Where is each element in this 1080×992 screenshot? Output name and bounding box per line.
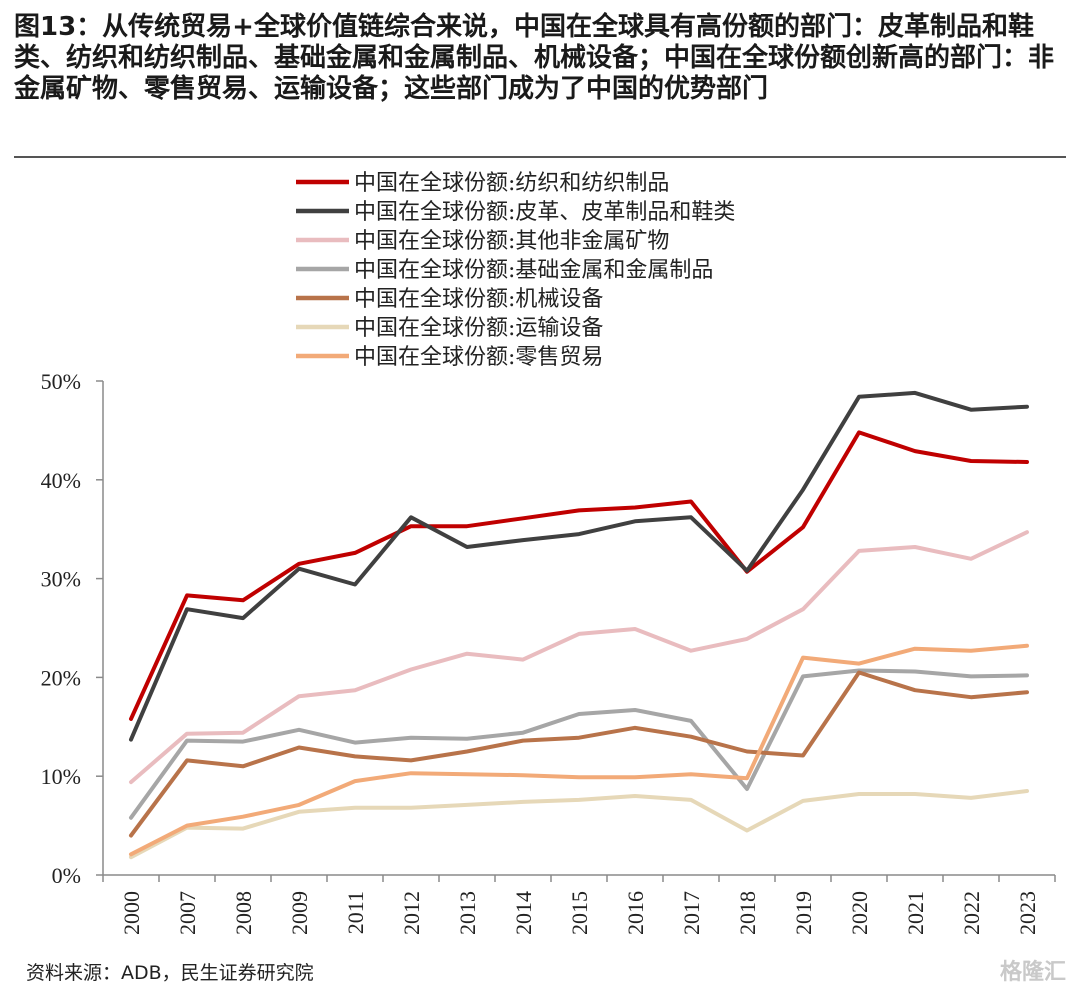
y-tick-label: 30%	[41, 567, 81, 592]
title-divider	[14, 156, 1066, 158]
y-tick-label: 40%	[41, 468, 81, 493]
y-tick-label: 0%	[52, 863, 81, 888]
x-tick-label: 2016	[623, 891, 648, 935]
x-tick-label: 2017	[679, 891, 704, 935]
series-line-5	[129, 670, 1029, 838]
x-tick-label: 2013	[455, 891, 480, 935]
legend-label-5: 中国在全球份额:机械设备	[354, 287, 603, 312]
x-tick-label: 2015	[567, 891, 592, 935]
legend: 中国在全球份额:纺织和纺织制品中国在全球份额:皮革、皮革制品和鞋类中国在全球份额…	[296, 171, 735, 370]
series-line-6	[129, 789, 1029, 860]
series-line-7	[129, 643, 1029, 857]
axes: 0% 10% 20% 30% 40% 50% 2000 2007 2008 2009 2011 201…	[41, 369, 1056, 935]
source-note: 资料来源：ADB，民生证券研究院	[26, 962, 314, 984]
series-group	[129, 390, 1029, 860]
series-line-3	[129, 530, 1029, 785]
series-line-2	[129, 390, 1029, 742]
legend-label-6: 中国在全球份额:运输设备	[354, 316, 603, 341]
x-tick-label: 2007	[175, 891, 200, 935]
x-tick-label: 2014	[511, 891, 536, 935]
y-tick-label: 20%	[41, 665, 81, 690]
legend-label-7: 中国在全球份额:零售贸易	[354, 345, 603, 370]
chart-title: 图13：从传统贸易+全球价值链综合来说，中国在全球具有高份额的部门：皮革制品和鞋…	[14, 12, 1055, 104]
x-tick-label: 2012	[399, 891, 424, 935]
x-tick-label: 2019	[791, 891, 816, 935]
x-tick-label: 2008	[231, 891, 256, 935]
legend-label-4: 中国在全球份额:基础金属和金属制品	[354, 258, 713, 283]
legend-label-1: 中国在全球份额:纺织和纺织制品	[354, 171, 669, 196]
x-tick-label: 2011	[343, 891, 368, 934]
series-line-1	[129, 430, 1029, 721]
x-tick-label: 2018	[735, 891, 760, 935]
legend-label-3: 中国在全球份额:其他非金属矿物	[354, 229, 669, 254]
x-tick-label: 2000	[119, 891, 144, 935]
x-tick-label: 2021	[903, 891, 928, 935]
watermark-logo: 格隆汇	[999, 960, 1066, 985]
x-tick-label: 2020	[847, 891, 872, 935]
x-tick-label: 2009	[287, 891, 312, 935]
x-tick-label: 2022	[959, 891, 984, 935]
y-tick-label: 10%	[41, 764, 81, 789]
y-tick-label: 50%	[41, 369, 81, 394]
x-tick-label: 2023	[1015, 891, 1040, 935]
series-line-4	[129, 668, 1029, 820]
legend-label-2: 中国在全球份额:皮革、皮革制品和鞋类	[354, 200, 735, 225]
